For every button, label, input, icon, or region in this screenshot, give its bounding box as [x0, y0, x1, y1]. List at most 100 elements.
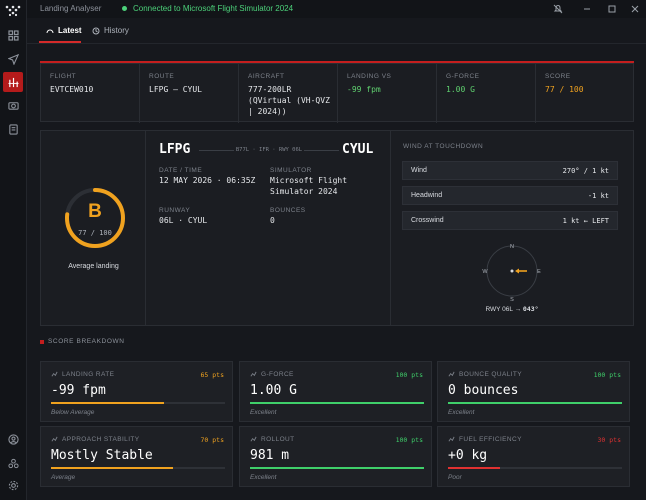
score-card-value: -99 fpm	[51, 383, 106, 398]
app-logo-icon	[5, 5, 21, 17]
score-card-header: G-FORCE	[250, 371, 294, 378]
breakdown-title: SCORE BREAKDOWN	[40, 338, 125, 345]
tab-latest[interactable]: Latest	[46, 26, 82, 35]
runway-value: 06L · CYUL	[159, 216, 208, 225]
score-card-label: APPROACH STABILITY	[62, 436, 140, 443]
score-card-bar	[51, 467, 225, 469]
score-card-bar-fill	[448, 402, 622, 404]
compass-center	[510, 269, 514, 273]
wind-arrowhead-icon	[515, 268, 519, 274]
bounces-label: BOUNCES	[270, 207, 306, 214]
landing-rate-icon	[51, 371, 58, 377]
minimize-icon[interactable]	[580, 2, 594, 16]
fuel-icon	[448, 436, 455, 442]
sidebar	[0, 0, 27, 500]
headwind-row-label: Headwind	[411, 192, 443, 199]
settings-icon[interactable]	[4, 476, 22, 494]
score-card: G-FORCE 100 pts 1.00 G Excellent	[239, 361, 432, 422]
score-card-value: 0 bounces	[448, 383, 519, 398]
score-card: LANDING RATE 65 pts -99 fpm Below Average	[40, 361, 233, 422]
aircraft-value: 777-200LR (QVirtual (VH-QVZ | 2024))	[248, 85, 330, 116]
landing-vs-value: -99 fpm	[347, 85, 381, 94]
profile-icon[interactable]	[4, 430, 22, 448]
wind-divider	[390, 131, 391, 325]
headwind-row-value: -1 kt	[587, 191, 609, 200]
tab-latest-label: Latest	[58, 26, 82, 35]
score-card-value: 981 m	[250, 448, 290, 463]
gauge-icon	[250, 371, 257, 377]
score-card-points: 30 pts	[597, 436, 621, 444]
score-card-value: +0 kg	[448, 448, 488, 463]
tab-history-label: History	[104, 26, 129, 35]
gauge-small-icon	[46, 29, 54, 33]
route-value: LFPG — CYUL	[149, 85, 202, 94]
rollout-icon	[250, 436, 257, 442]
connection-dot-icon	[122, 6, 127, 11]
date-value: 12 MAY 2026 · 06:35Z	[159, 176, 256, 185]
flight-value: EVTCEW010	[50, 85, 94, 94]
score-card: FUEL EFFICIENCY 30 pts +0 kg Poor	[437, 426, 630, 487]
wave-icon	[448, 371, 455, 377]
score-card-header: BOUNCE QUALITY	[448, 371, 522, 378]
route-note-wrap: B77L · IFR · RWY 06L	[199, 147, 339, 153]
mute-icon[interactable]	[551, 2, 565, 16]
score-label: SCORE	[545, 73, 571, 80]
destination-icao: CYUL	[342, 142, 374, 157]
score-card-bar-fill	[250, 467, 424, 469]
route-label: ROUTE	[149, 73, 175, 80]
wind-row-label: Wind	[411, 167, 427, 174]
score-card-bar	[250, 467, 424, 469]
g-force-cell: G-FORCE 1.00 G	[437, 64, 536, 123]
logbook-icon[interactable]	[4, 120, 22, 138]
aircraft-label: AIRCRAFT	[248, 73, 285, 80]
score-card-value: 1.00 G	[250, 383, 297, 398]
landing-analyser-icon[interactable]	[3, 72, 23, 92]
score-card-header: ROLLOUT	[250, 436, 295, 443]
runway-heading: 043°	[522, 305, 539, 313]
score-card-label: G-FORCE	[261, 371, 294, 378]
score-card-points: 100 pts	[395, 371, 423, 379]
score-card-value: Mostly Stable	[51, 448, 153, 463]
plane-icon[interactable]	[4, 50, 22, 68]
connection-status: Connected to Microsoft Flight Simulator …	[133, 4, 294, 13]
score-card-bar-fill	[51, 467, 173, 469]
wind-title: WIND AT TOUCHDOWN	[403, 143, 484, 150]
score-card-bar-fill	[250, 402, 424, 404]
score-card-bar-fill	[448, 467, 501, 469]
score-value: 77 / 100	[545, 85, 584, 94]
score-card: BOUNCE QUALITY 100 pts 0 bounces Excellent	[437, 361, 630, 422]
breakdown-title-text: SCORE BREAKDOWN	[48, 338, 125, 345]
accent-line	[40, 61, 634, 63]
route-cell: ROUTE LFPG — CYUL	[140, 64, 239, 123]
dashboard-icon[interactable]	[4, 26, 22, 44]
score-card-bar-fill	[51, 402, 165, 404]
score-card-points: 65 pts	[200, 371, 224, 379]
route-note: B77L · IFR · RWY 06L	[233, 147, 305, 153]
close-icon[interactable]	[628, 2, 642, 16]
simulator-value: Microsoft Flight Simulator 2024	[270, 176, 348, 196]
score-card-points: 70 pts	[200, 436, 224, 444]
score-card-points: 100 pts	[593, 371, 621, 379]
tab-history[interactable]: History	[92, 26, 129, 35]
g-force-value: 1.00 G	[446, 85, 475, 94]
score-card-bar	[51, 402, 225, 404]
simulator-label: SIMULATOR	[270, 167, 312, 174]
score-card-rating: Poor	[448, 474, 462, 481]
score-card-header: FUEL EFFICIENCY	[448, 436, 522, 443]
score-card-header: APPROACH STABILITY	[51, 436, 140, 443]
score-card-rating: Below Average	[51, 409, 95, 416]
maximize-icon[interactable]	[605, 2, 619, 16]
wind-row-value: 270° / 1 kt	[562, 166, 609, 175]
camera-icon[interactable]	[4, 96, 22, 114]
compass-s: S	[510, 297, 514, 303]
wind-row: Wind 270° / 1 kt	[402, 161, 618, 180]
community-icon[interactable]	[4, 454, 22, 472]
flight-info-strip: FLIGHT EVTCEW010 ROUTE LFPG — CYUL AIRCR…	[40, 63, 634, 123]
bounces-value: 0	[270, 216, 275, 225]
grade-column: B 77 / 100 Average landing	[41, 131, 146, 325]
g-force-label: G-FORCE	[446, 73, 480, 80]
score-card-rating: Excellent	[448, 409, 475, 416]
approach-icon	[51, 436, 58, 442]
active-tab-indicator	[39, 41, 81, 43]
